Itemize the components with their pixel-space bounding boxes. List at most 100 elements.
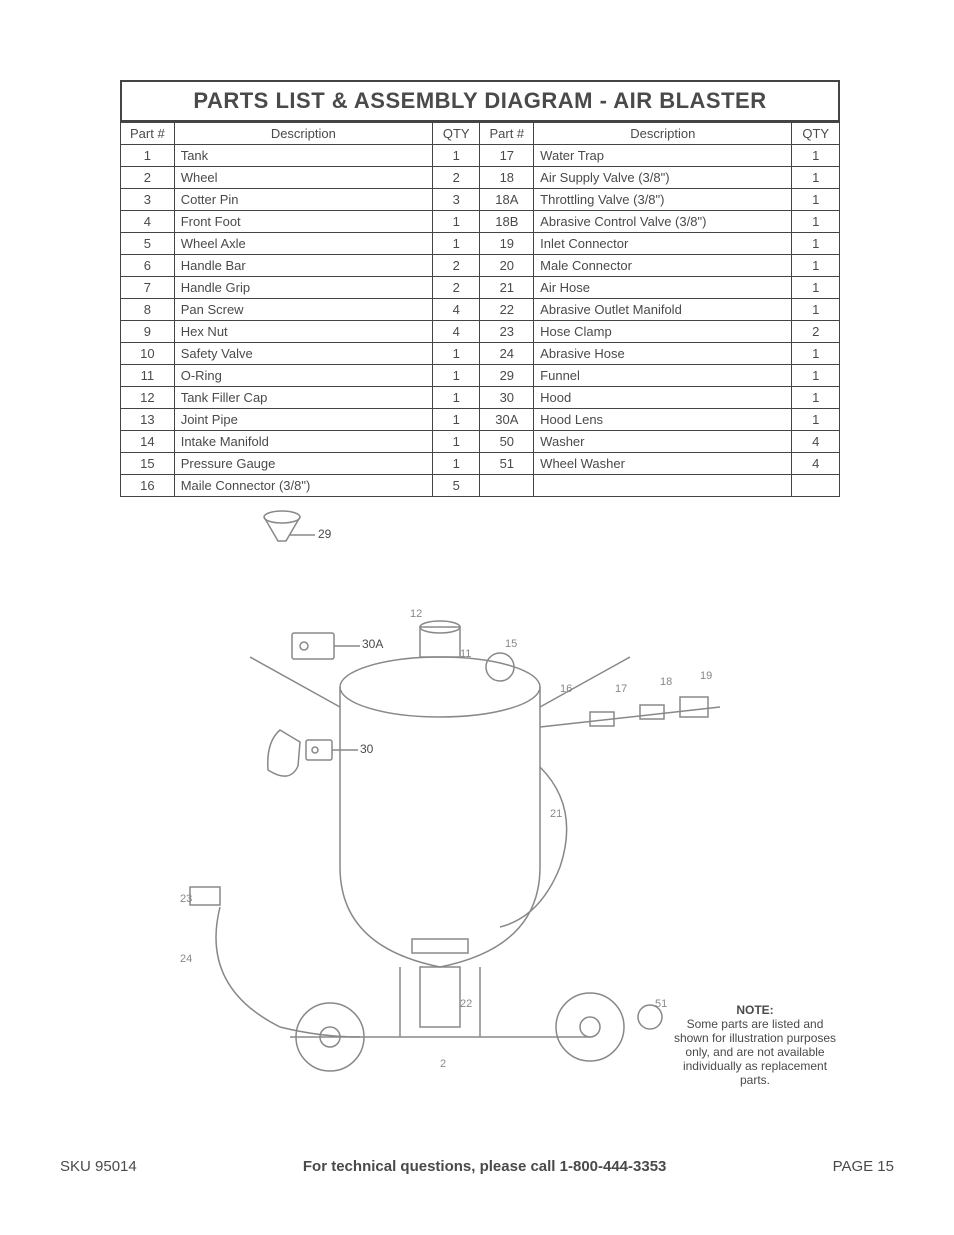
cell-qty: 1 (792, 189, 840, 211)
cell-partno: 17 (480, 145, 534, 167)
cell-desc: Pan Screw (174, 299, 432, 321)
cell-partno: 8 (121, 299, 175, 321)
cell-qty: 1 (792, 233, 840, 255)
table-row: 12Tank Filler Cap130Hood1 (121, 387, 840, 409)
cell-qty (792, 475, 840, 497)
assembly-diagram: 29 30A 30 (120, 507, 840, 1107)
cell-partno: 23 (480, 321, 534, 343)
cell-partno: 11 (121, 365, 175, 387)
svg-text:18: 18 (660, 676, 672, 688)
svg-text:22: 22 (460, 998, 472, 1010)
cell-qty: 1 (792, 299, 840, 321)
cell-partno: 29 (480, 365, 534, 387)
svg-text:51: 51 (655, 998, 667, 1010)
cell-desc: O-Ring (174, 365, 432, 387)
cell-desc: Washer (534, 431, 792, 453)
cell-partno: 50 (480, 431, 534, 453)
svg-text:17: 17 (615, 683, 627, 695)
title-box: PARTS LIST & ASSEMBLY DIAGRAM - AIR BLAS… (120, 80, 840, 122)
svg-text:21: 21 (550, 808, 562, 820)
cell-qty: 1 (432, 387, 480, 409)
cell-desc: Throttling Valve (3/8") (534, 189, 792, 211)
cell-qty: 1 (792, 167, 840, 189)
cell-qty: 1 (432, 211, 480, 233)
cell-desc: Tank (174, 145, 432, 167)
cell-qty: 1 (432, 453, 480, 475)
cell-desc: Cotter Pin (174, 189, 432, 211)
th-desc-r: Description (534, 123, 792, 145)
cell-qty: 1 (432, 431, 480, 453)
cell-desc: Maile Connector (3/8") (174, 475, 432, 497)
cell-partno: 1 (121, 145, 175, 167)
cell-partno: 20 (480, 255, 534, 277)
table-header-row: Part # Description QTY Part # Descriptio… (121, 123, 840, 145)
cell-qty: 3 (432, 189, 480, 211)
cell-partno: 30A (480, 409, 534, 431)
footer-page: PAGE 15 (833, 1158, 894, 1175)
cell-partno: 18B (480, 211, 534, 233)
cell-qty: 1 (432, 145, 480, 167)
table-row: 2Wheel218Air Supply Valve (3/8")1 (121, 167, 840, 189)
cell-desc: Air Supply Valve (3/8") (534, 167, 792, 189)
cell-qty: 2 (432, 167, 480, 189)
note-box: NOTE: Some parts are listed and shown fo… (670, 1003, 840, 1087)
table-row: 6Handle Bar220Male Connector1 (121, 255, 840, 277)
cell-partno: 51 (480, 453, 534, 475)
table-row: 10Safety Valve124Abrasive Hose1 (121, 343, 840, 365)
cell-qty: 4 (792, 431, 840, 453)
cell-partno: 18 (480, 167, 534, 189)
cell-qty: 1 (792, 255, 840, 277)
cell-qty: 1 (432, 365, 480, 387)
cell-qty: 1 (792, 343, 840, 365)
cell-desc: Funnel (534, 365, 792, 387)
table-row: 4Front Foot118BAbrasive Control Valve (3… (121, 211, 840, 233)
cell-qty: 1 (792, 211, 840, 233)
cell-desc: Hood Lens (534, 409, 792, 431)
page-footer: SKU 95014 For technical questions, pleas… (60, 1158, 894, 1175)
svg-text:24: 24 (180, 953, 192, 965)
cell-qty: 1 (792, 387, 840, 409)
svg-text:23: 23 (180, 893, 192, 905)
cell-qty: 4 (792, 453, 840, 475)
cell-desc: Water Trap (534, 145, 792, 167)
cell-desc: Hex Nut (174, 321, 432, 343)
svg-text:11: 11 (460, 648, 471, 660)
cell-desc (534, 475, 792, 497)
cell-desc: Handle Bar (174, 255, 432, 277)
cell-desc: Abrasive Hose (534, 343, 792, 365)
page: PARTS LIST & ASSEMBLY DIAGRAM - AIR BLAS… (0, 0, 954, 1235)
page-title: PARTS LIST & ASSEMBLY DIAGRAM - AIR BLAS… (122, 88, 838, 114)
table-row: 1Tank117Water Trap1 (121, 145, 840, 167)
th-qty-r: QTY (792, 123, 840, 145)
th-part-l: Part # (121, 123, 175, 145)
cell-desc: Front Foot (174, 211, 432, 233)
cell-partno: 4 (121, 211, 175, 233)
callout-29: 29 (260, 507, 330, 560)
cell-partno: 9 (121, 321, 175, 343)
table-row: 5Wheel Axle119Inlet Connector1 (121, 233, 840, 255)
svg-text:16: 16 (560, 683, 572, 695)
table-row: 9Hex Nut423Hose Clamp2 (121, 321, 840, 343)
cell-qty: 1 (432, 343, 480, 365)
cell-desc: Abrasive Outlet Manifold (534, 299, 792, 321)
cell-qty: 5 (432, 475, 480, 497)
callout-29-label: 29 (318, 527, 331, 541)
cell-desc: Hood (534, 387, 792, 409)
cell-qty: 1 (432, 409, 480, 431)
cell-desc: Wheel (174, 167, 432, 189)
cell-qty: 1 (792, 277, 840, 299)
cell-qty: 1 (432, 233, 480, 255)
cell-qty: 4 (432, 299, 480, 321)
cell-qty: 1 (792, 409, 840, 431)
cell-partno: 19 (480, 233, 534, 255)
table-row: 13Joint Pipe130AHood Lens1 (121, 409, 840, 431)
cell-partno: 15 (121, 453, 175, 475)
cell-partno: 22 (480, 299, 534, 321)
note-heading: NOTE: (670, 1003, 840, 1017)
note-body: Some parts are listed and shown for illu… (670, 1017, 840, 1087)
table-row: 16Maile Connector (3/8")5 (121, 475, 840, 497)
cell-partno: 2 (121, 167, 175, 189)
cell-desc: Inlet Connector (534, 233, 792, 255)
cell-qty: 1 (792, 145, 840, 167)
th-qty-l: QTY (432, 123, 480, 145)
